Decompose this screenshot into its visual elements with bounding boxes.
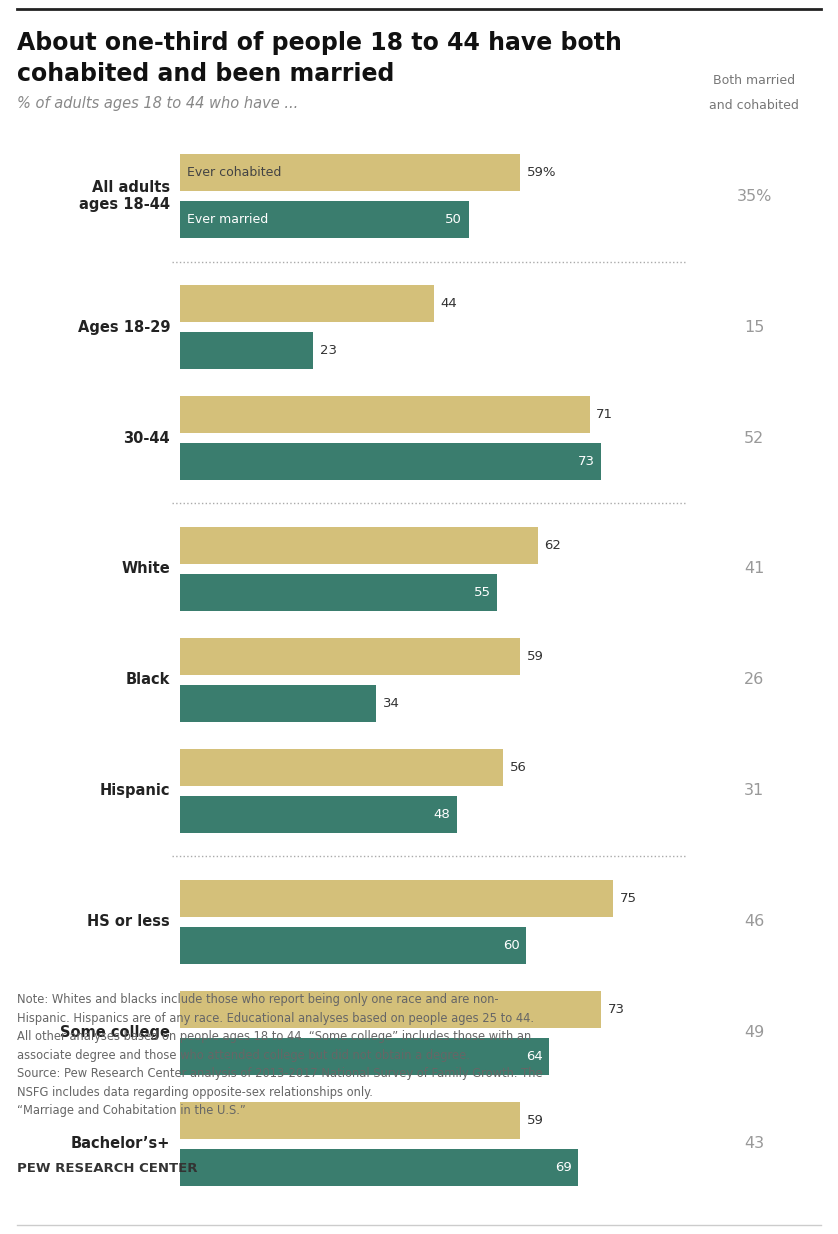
- Text: cohabited and been married: cohabited and been married: [17, 62, 394, 85]
- Text: Both married: Both married: [713, 74, 795, 88]
- Text: 44: 44: [441, 297, 458, 310]
- Text: Ever married: Ever married: [187, 213, 268, 226]
- Text: 50: 50: [445, 213, 462, 226]
- Text: 35%: 35%: [737, 189, 772, 204]
- Text: 43: 43: [744, 1137, 764, 1151]
- Bar: [180, 332, 313, 369]
- Text: 30-44: 30-44: [123, 431, 170, 445]
- Text: 41: 41: [744, 561, 764, 576]
- Bar: [180, 154, 520, 191]
- Text: and cohabited: and cohabited: [709, 99, 799, 112]
- Text: 52: 52: [744, 431, 764, 445]
- Text: 62: 62: [545, 539, 561, 552]
- Bar: [180, 1102, 520, 1139]
- Text: 15: 15: [744, 320, 764, 334]
- Bar: [180, 1149, 578, 1186]
- Text: 46: 46: [744, 914, 764, 929]
- Text: 26: 26: [744, 673, 764, 687]
- Text: 71: 71: [597, 408, 613, 421]
- Text: Some college: Some college: [60, 1025, 170, 1040]
- Text: HS or less: HS or less: [87, 914, 170, 929]
- Text: 49: 49: [744, 1025, 764, 1040]
- Text: 48: 48: [433, 808, 450, 821]
- Text: PEW RESEARCH CENTER: PEW RESEARCH CENTER: [17, 1161, 197, 1175]
- Text: 60: 60: [503, 939, 520, 951]
- Bar: [180, 991, 601, 1028]
- Bar: [180, 927, 526, 964]
- Text: 59: 59: [527, 1114, 544, 1127]
- Text: About one-third of people 18 to 44 have both: About one-third of people 18 to 44 have …: [17, 31, 622, 54]
- Text: 75: 75: [619, 892, 636, 905]
- Text: 73: 73: [577, 455, 594, 468]
- Text: 73: 73: [608, 1003, 625, 1016]
- Text: Bachelor’s+: Bachelor’s+: [70, 1137, 170, 1151]
- Bar: [180, 201, 468, 238]
- Text: 56: 56: [510, 761, 527, 774]
- Bar: [180, 749, 503, 786]
- Text: Black: Black: [126, 673, 170, 687]
- Bar: [180, 796, 457, 833]
- Bar: [180, 574, 498, 611]
- Bar: [180, 1038, 549, 1075]
- Text: 31: 31: [744, 784, 764, 798]
- Bar: [180, 396, 590, 433]
- Text: 64: 64: [525, 1050, 542, 1062]
- Bar: [180, 527, 538, 564]
- Text: 34: 34: [383, 697, 400, 710]
- Text: 59: 59: [527, 650, 544, 663]
- Bar: [180, 443, 601, 480]
- Text: Note: Whites and blacks include those who report being only one race and are non: Note: Whites and blacks include those wh…: [17, 993, 542, 1117]
- Bar: [180, 880, 613, 917]
- Text: 69: 69: [555, 1161, 572, 1174]
- Text: 59%: 59%: [527, 167, 556, 179]
- Text: Ages 18-29: Ages 18-29: [78, 320, 170, 334]
- Text: 55: 55: [473, 586, 491, 598]
- Text: % of adults ages 18 to 44 who have ...: % of adults ages 18 to 44 who have ...: [17, 96, 298, 111]
- Text: All adults
ages 18-44: All adults ages 18-44: [79, 180, 170, 212]
- Bar: [180, 285, 434, 322]
- Bar: [180, 685, 376, 722]
- Text: White: White: [122, 561, 170, 576]
- Bar: [180, 638, 520, 675]
- Text: Ever cohabited: Ever cohabited: [187, 167, 282, 179]
- Text: 23: 23: [319, 344, 337, 357]
- Text: Hispanic: Hispanic: [100, 784, 170, 798]
